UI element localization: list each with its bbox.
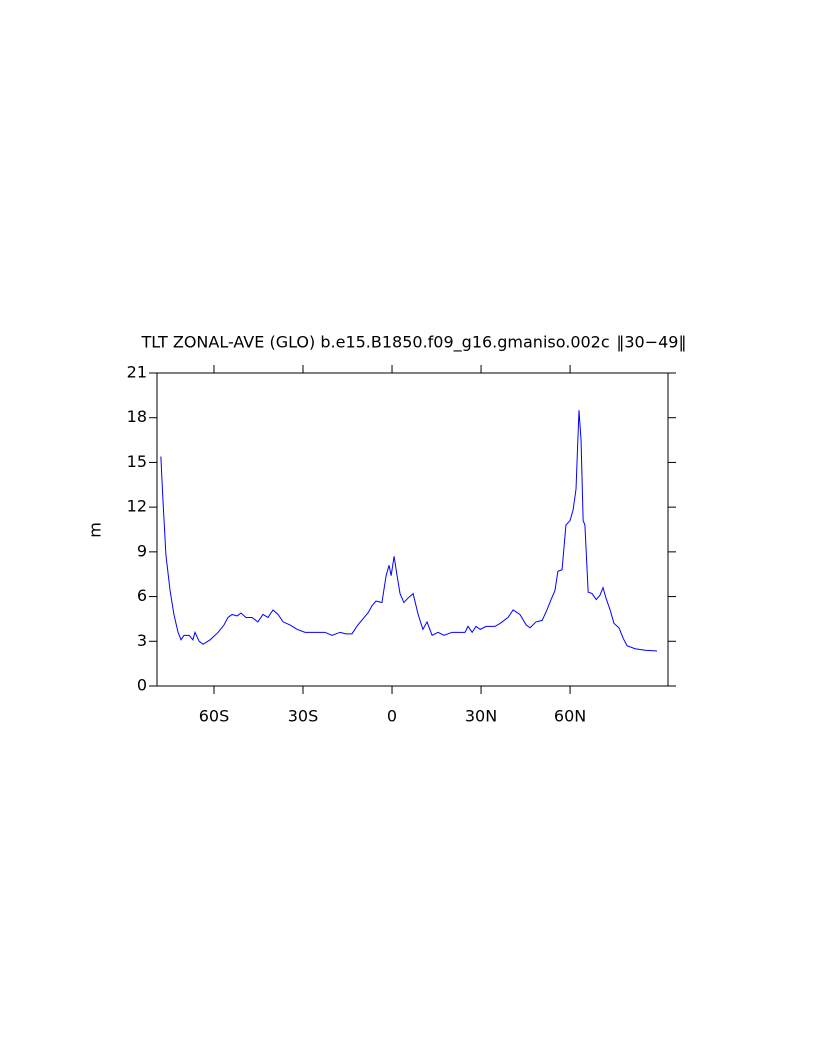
- data-line: [160, 410, 658, 652]
- y-tick-label: 18: [127, 407, 147, 426]
- y-tick-label: 6: [137, 586, 147, 605]
- y-tick-label: 15: [127, 452, 147, 471]
- y-tick-label: 9: [137, 541, 147, 560]
- y-tick-label: 21: [127, 363, 147, 382]
- x-tick-label: 30S: [288, 707, 319, 726]
- plot-frame: [156, 372, 669, 687]
- y-tick-label: 3: [137, 631, 147, 650]
- y-tick-label: 12: [127, 497, 147, 516]
- y-tick-label: 0: [137, 676, 147, 695]
- y-axis-label: m: [86, 522, 105, 538]
- chart-title: TLT ZONAL-AVE (GLO) b.e15.B1850.f09_g16.…: [141, 333, 687, 353]
- x-tick-label: 30N: [465, 707, 497, 726]
- x-tick-label: 60N: [554, 707, 586, 726]
- x-tick-label: 60S: [199, 707, 230, 726]
- x-tick-label: 0: [387, 707, 397, 726]
